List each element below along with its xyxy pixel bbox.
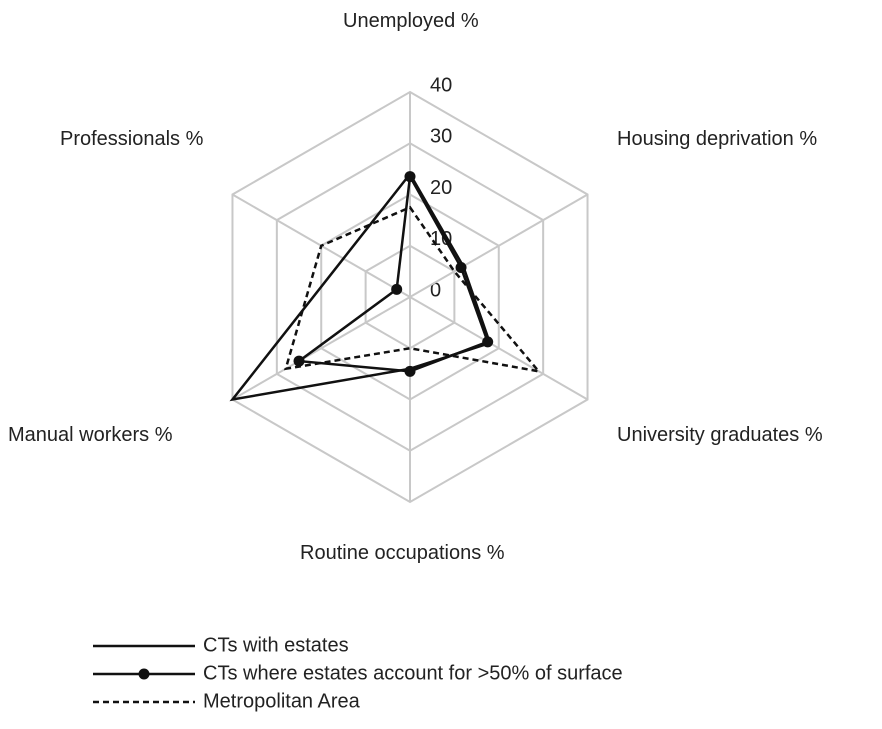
axis-line [231,296,411,401]
tick-label: 20 [430,177,452,199]
marker [293,355,305,367]
marker [391,283,403,295]
legend-marker [138,668,150,680]
category-label: Routine occupations % [300,542,505,564]
tick-label: 0 [430,279,441,301]
category-label: Manual workers % [8,424,173,446]
marker [404,171,416,183]
series-line [295,172,490,373]
category-label: Professionals % [60,128,204,150]
category-label: Housing deprivation % [617,128,818,150]
axis-line [409,193,589,298]
marker [482,336,494,348]
legend-label: CTs where estates account for >50% of su… [203,662,623,684]
tick-label: 40 [430,74,452,96]
legend-label: CTs with estates [203,634,349,656]
marker [455,262,467,274]
tick-label: 30 [430,126,452,148]
series-line [283,205,542,374]
category-label: University graduates % [617,424,823,446]
category-label: Unemployed % [343,10,479,32]
legend-label: Metropolitan Area [203,690,361,712]
marker [404,365,416,377]
axis-line [409,296,589,401]
